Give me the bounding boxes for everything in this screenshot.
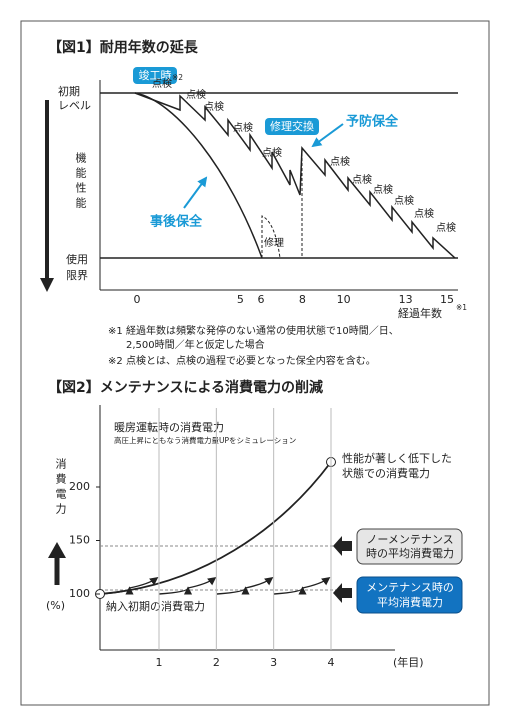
inspection-label: 点検: [414, 207, 434, 220]
maintenance-curve: [158, 586, 193, 595]
title: 【図2】メンテナンスによる消費電力の削減: [48, 379, 323, 396]
box: [356, 576, 463, 614]
maintenance-curve: [302, 576, 331, 589]
label: メンテナンス時の: [366, 581, 454, 594]
maintenance-curve: [273, 586, 307, 595]
label: 初期: [58, 84, 80, 98]
badge-text: 竣工時: [139, 68, 172, 82]
note-mark: ※1: [456, 303, 467, 312]
figure-1: 【図1】耐用年数の延長 初期 レベル 機能性能 使用 限界 竣工時 ※2 修理交…: [40, 39, 467, 367]
x-tick-label: 15: [440, 293, 454, 306]
badge: [265, 118, 319, 135]
y-tick-label: 150: [69, 534, 90, 547]
x-tick-label: 13: [399, 293, 413, 306]
repair-dash: [261, 215, 281, 259]
box: [356, 528, 463, 565]
maintenance-curve: [129, 576, 159, 589]
arrow: [183, 176, 208, 209]
label: 限界: [66, 269, 88, 282]
inspection-label: 点検: [152, 77, 172, 90]
note: 経過年数は頻繁な発停のない通常の使用状態で10時間／日、: [126, 324, 399, 337]
degradation-curve: [99, 461, 332, 595]
inspection-label: 点検: [233, 121, 253, 134]
arrow-head: [48, 542, 66, 558]
label: 暖房運転時の消費電力: [114, 420, 224, 434]
pointer: [333, 536, 352, 556]
title: 【図1】耐用年数の延長: [48, 39, 199, 56]
arrow-head: [40, 278, 54, 292]
badge-text: 修理交換: [270, 119, 314, 133]
x-tick-label: 8: [299, 293, 306, 306]
x-label: (年目): [393, 655, 424, 669]
label: 機能性能: [74, 151, 87, 212]
label: 使用: [66, 253, 88, 266]
label: レベル: [58, 99, 91, 112]
x-tick-label: 1: [156, 656, 163, 669]
badge: [133, 67, 177, 84]
note-mark: ※1: [108, 326, 123, 337]
label: 平均消費電力: [377, 595, 443, 609]
label: 状態での消費電力: [342, 466, 430, 480]
x-label: 経過年数: [398, 306, 442, 320]
x-tick-label: 0: [134, 293, 141, 306]
maintenance-curve: [187, 576, 217, 589]
y-label: 消費電力: [54, 457, 67, 518]
arrow: [311, 123, 344, 148]
inspection-label: 点検: [352, 173, 372, 186]
note: 2,500時間／年と仮定した場合: [126, 338, 265, 351]
preventive-line: [134, 92, 456, 259]
label: 高圧上昇にともなう消費電力量UPをシミュレーション: [114, 435, 296, 445]
note-mark: ※2: [108, 356, 123, 367]
x-tick-label: 3: [270, 656, 277, 669]
figure-2: 【図2】メンテナンスによる消費電力の削減 消費電力 (%) 暖房運転時の消費電力…: [46, 379, 463, 669]
label: ノーメンテナンス: [366, 533, 453, 546]
label: 事後保全: [150, 214, 203, 230]
label: 納入初期の消費電力: [106, 599, 205, 613]
y-tick-label: 100: [69, 587, 90, 600]
inspection-label: 点検: [373, 183, 393, 196]
y-tick-label: 200: [69, 480, 90, 493]
inspection-label: 点検: [330, 155, 350, 168]
note-mark: ※2: [172, 73, 183, 82]
note: 点検とは、点検の過程で必要となった保全内容を含む。: [126, 354, 376, 367]
maintenance-curve: [245, 576, 274, 589]
x-tick-label: 5: [237, 293, 244, 306]
inspection-label: 点検: [186, 88, 206, 101]
inspection-label: 点検: [394, 194, 414, 207]
reactive-curve: [134, 92, 263, 259]
x-tick-label: 6: [258, 293, 265, 306]
x-tick-label: 4: [328, 656, 335, 669]
unit: (%): [46, 599, 65, 612]
inspection-label: 点検: [204, 100, 224, 113]
pointer: [333, 583, 352, 603]
maintenance-curves: [99, 576, 331, 595]
label: 時の平均消費電力: [366, 546, 454, 560]
x-tick-label: 10: [337, 293, 351, 306]
label: 性能が著しく低下した: [342, 451, 452, 465]
inspection-label: 点検: [436, 221, 456, 234]
maintenance-curve: [216, 586, 250, 595]
label: 修理: [264, 236, 284, 249]
label: 予防保全: [346, 114, 399, 130]
inspection-label: 点検: [262, 146, 282, 159]
x-tick-label: 2: [213, 656, 220, 669]
frame: [20, 20, 490, 706]
